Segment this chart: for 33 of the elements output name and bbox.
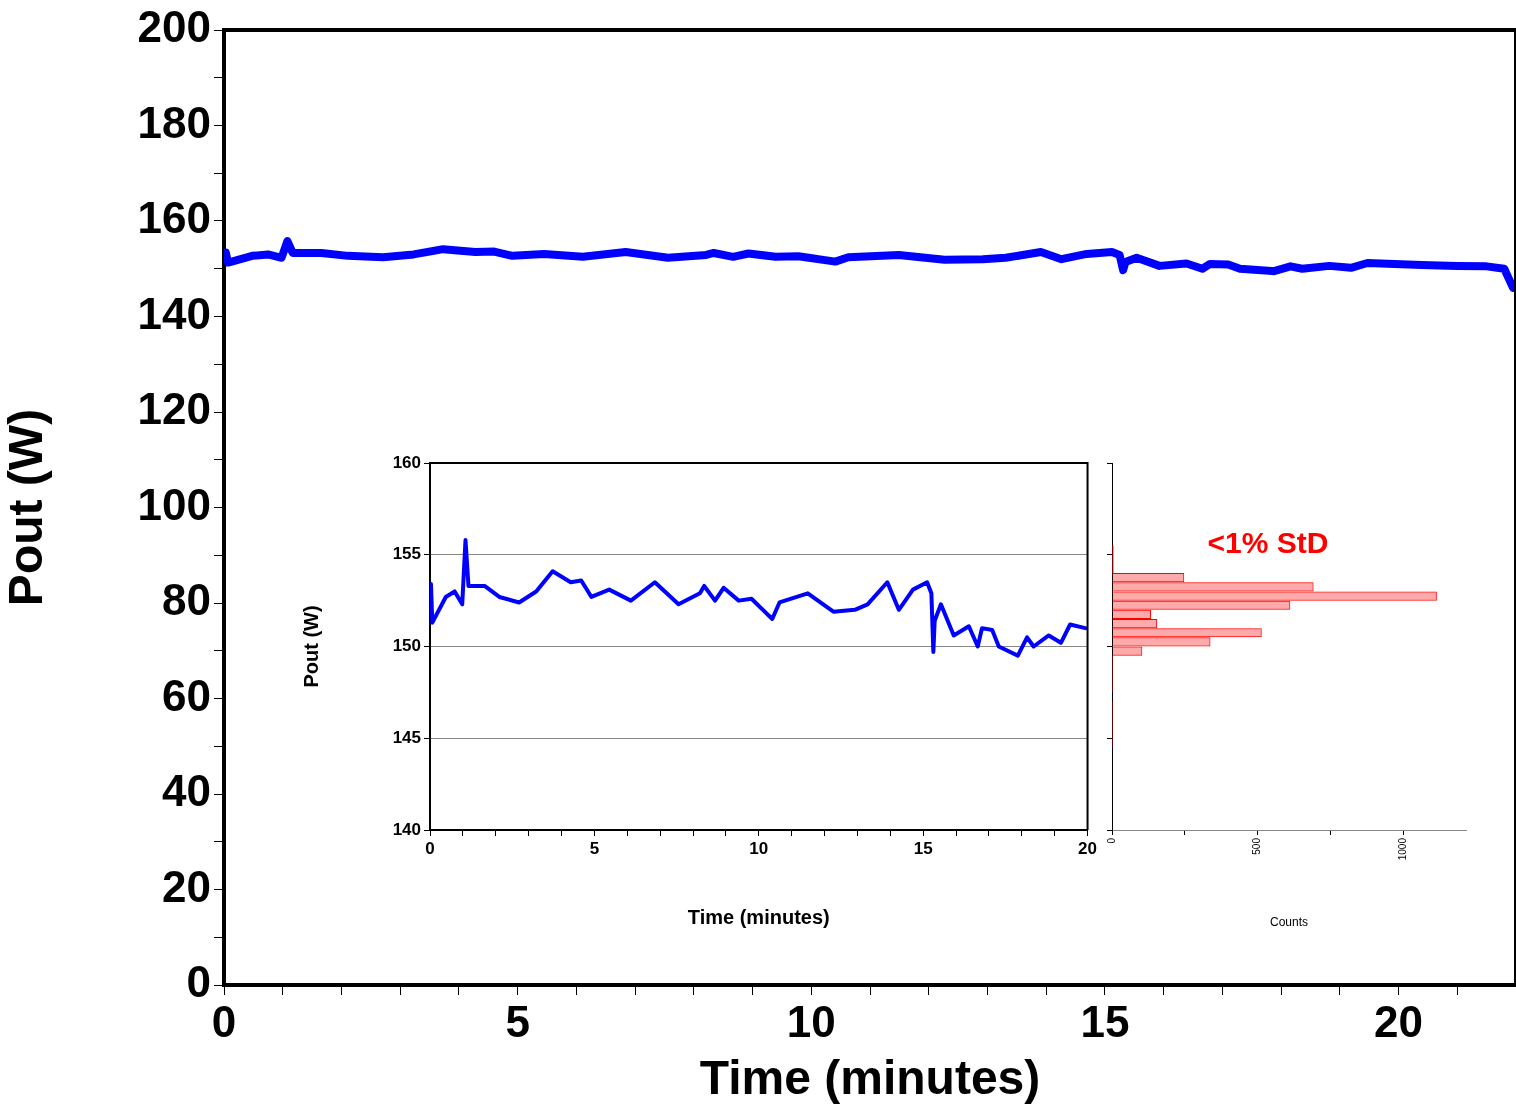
y-tick-label: 155 bbox=[392, 544, 421, 564]
x-tick-label: 5 bbox=[589, 838, 600, 858]
y-tick-label: 40 bbox=[162, 766, 211, 816]
y-tick-label: 150 bbox=[392, 636, 421, 656]
annotation: <1% StD bbox=[1207, 526, 1329, 560]
x-tick-label: 10 bbox=[786, 996, 836, 1046]
y-tick-label: 120 bbox=[137, 384, 211, 434]
x-tick-label: 15 bbox=[1080, 996, 1130, 1046]
x-tick-label: 500 bbox=[1251, 837, 1263, 855]
y-tick-label: 160 bbox=[392, 452, 421, 472]
x-tick-label: 10 bbox=[749, 838, 769, 858]
y-tick-label: 80 bbox=[162, 575, 211, 625]
y-tick-label: 0 bbox=[186, 957, 211, 1007]
y-axis-title: Pout (W) bbox=[0, 408, 53, 607]
x-tick-label: 5 bbox=[505, 996, 530, 1046]
x-tick-label: 1000 bbox=[1397, 837, 1409, 861]
y-axis-title: Pout (W) bbox=[299, 605, 322, 688]
y-tick-label: 140 bbox=[392, 819, 421, 839]
y-tick-label: 140 bbox=[137, 288, 211, 338]
x-tick-label: 20 bbox=[1374, 996, 1424, 1046]
x-axis-title: Time (minutes) bbox=[699, 1051, 1041, 1105]
y-tick-label: 160 bbox=[137, 193, 211, 243]
x-tick-label: 15 bbox=[913, 838, 933, 858]
y-tick-label: 200 bbox=[137, 2, 211, 52]
y-tick-label: 180 bbox=[137, 97, 211, 147]
y-tick-label: 100 bbox=[137, 479, 211, 529]
y-tick-label: 145 bbox=[392, 727, 421, 747]
x-axis-title: Counts bbox=[1269, 915, 1309, 930]
y-tick-label: 60 bbox=[162, 670, 211, 720]
x-tick-label: 0 bbox=[1105, 837, 1117, 844]
x-tick-label: 0 bbox=[425, 838, 435, 858]
x-axis-title: Time (minutes) bbox=[687, 905, 830, 928]
x-tick-label: 20 bbox=[1078, 838, 1098, 858]
